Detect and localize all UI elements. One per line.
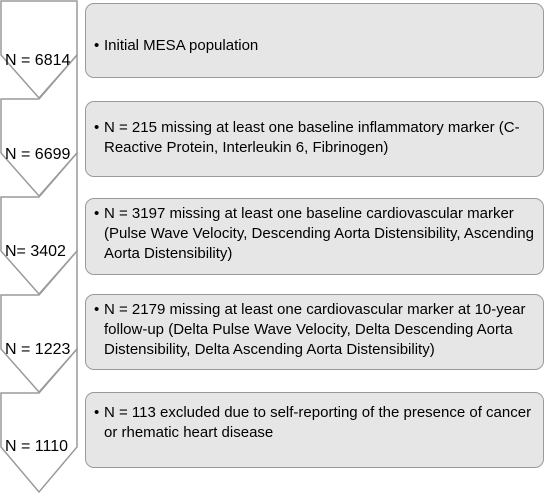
bullet: • xyxy=(94,119,100,136)
step-item-1: • Initial MESA population xyxy=(94,36,537,56)
n-label-step-2: N = 6699 xyxy=(5,146,71,163)
step-box-1: • Initial MESA population xyxy=(85,3,544,78)
step-text-5: N = 113 excluded due to self-reporting o… xyxy=(104,404,532,441)
step-text-3: N = 3197 missing at least one baseline c… xyxy=(104,205,534,262)
step-box-3: • N = 3197 missing at least one baseline… xyxy=(85,198,544,275)
chevron-arrow-5 xyxy=(0,346,78,494)
step-item-4: • N = 2179 missing at least one cardiova… xyxy=(94,300,537,360)
step-item-5: • N = 113 excluded due to self-reporting… xyxy=(94,403,537,443)
n-label-step-3: N= 3402 xyxy=(5,243,66,260)
step-box-4: • N = 2179 missing at least one cardiova… xyxy=(85,294,544,370)
bullet: • xyxy=(94,301,100,318)
n-label-step-5: N = 1110 xyxy=(5,438,69,455)
step-box-2: • N = 215 missing at least one baseline … xyxy=(85,101,544,177)
step-item-3: • N = 3197 missing at least one baseline… xyxy=(94,204,537,264)
bullet: • xyxy=(94,37,100,54)
n-label-step-4: N = 1223 xyxy=(5,341,71,358)
bullet: • xyxy=(94,404,100,421)
step-text-2: N = 215 missing at least one baseline in… xyxy=(104,119,520,156)
step-item-2: • N = 215 missing at least one baseline … xyxy=(94,118,537,158)
step-text-4: N = 2179 missing at least one cardiovasc… xyxy=(104,301,526,358)
step-text-1: Initial MESA population xyxy=(104,37,259,54)
bullet: • xyxy=(94,205,100,222)
step-box-5: • N = 113 excluded due to self-reporting… xyxy=(85,392,544,468)
n-label-step-1: N = 6814 xyxy=(5,52,71,69)
